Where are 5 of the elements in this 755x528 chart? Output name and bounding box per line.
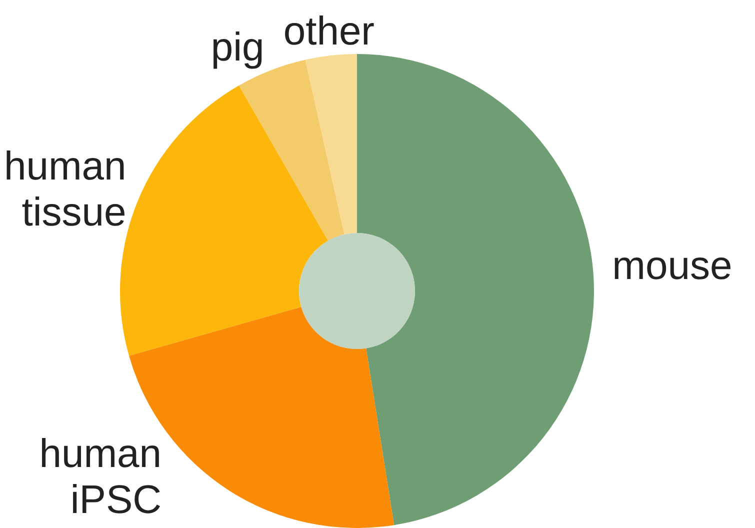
slice-label: mouse xyxy=(612,244,732,288)
slice-label: pig xyxy=(210,25,264,70)
slice-label: other xyxy=(283,10,374,54)
slice-label: human iPSC xyxy=(39,432,162,522)
slice-label: human tissue xyxy=(4,144,126,235)
